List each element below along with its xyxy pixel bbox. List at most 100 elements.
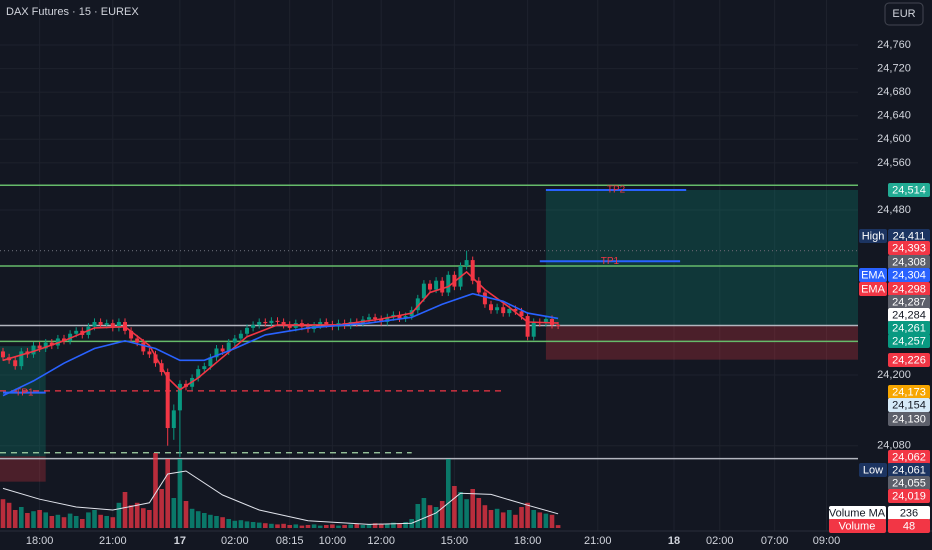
volume-bar — [525, 502, 530, 528]
volume-bar — [299, 525, 305, 528]
target-label: TP1 — [601, 256, 620, 267]
candle-body — [531, 321, 536, 337]
candle-body — [519, 311, 524, 317]
volume-bar — [189, 508, 195, 528]
candle-body — [556, 324, 561, 326]
candle-body — [68, 333, 73, 341]
candle-body — [379, 319, 384, 322]
volume-bar — [385, 523, 390, 528]
x-tick-label: 15:00 — [441, 535, 469, 547]
price-label: 24,304 — [892, 269, 926, 281]
candle-body — [525, 316, 530, 337]
volume-bar — [25, 513, 30, 528]
volume-bar — [537, 512, 543, 528]
price-tag: Low — [863, 464, 883, 476]
volume-bar — [92, 510, 97, 528]
volume-bar — [110, 517, 116, 528]
candle-body — [482, 292, 487, 305]
candle-body — [135, 338, 140, 343]
candle-body — [202, 366, 207, 370]
price-tag: High — [862, 230, 885, 242]
price-tag: EMA — [861, 283, 886, 295]
volume-bar — [134, 502, 140, 528]
candle-body — [19, 351, 24, 367]
price-tag-bg — [859, 463, 887, 477]
volume-bar — [452, 486, 457, 528]
price-label-bg — [888, 308, 930, 322]
stop-zone — [0, 456, 46, 482]
price-tag-bg — [859, 268, 887, 282]
price-label: 24,130 — [892, 413, 926, 425]
candle-body — [129, 330, 134, 339]
x-tick-label: 21:00 — [99, 535, 127, 547]
candle-body — [287, 324, 292, 328]
volume-bar — [305, 525, 311, 528]
candle-body — [62, 338, 66, 341]
volume-bar — [293, 524, 299, 528]
price-label-bg — [888, 255, 930, 269]
x-tick-label: 12:00 — [367, 535, 395, 547]
candle-body — [110, 323, 115, 328]
volume-bar — [165, 459, 170, 528]
volume-tag-bg — [829, 519, 886, 533]
volume-bar — [427, 505, 433, 528]
candle-body — [1, 351, 5, 358]
volume-bar — [519, 507, 524, 528]
volume-bar — [366, 524, 372, 528]
volume-bar — [238, 520, 244, 528]
volume-label-bg — [888, 506, 930, 520]
candle-body — [245, 327, 249, 334]
currency[interactable]: EUR — [892, 8, 915, 20]
volume-bar — [415, 504, 421, 528]
volume-bar — [37, 510, 42, 528]
candle-body — [171, 410, 176, 429]
volume-bar — [360, 525, 366, 528]
volume-bar — [122, 492, 128, 528]
volume-tag: Volume — [839, 520, 876, 532]
x-tick-label: 08:15 — [276, 535, 304, 547]
volume-bar — [372, 523, 378, 528]
candle-body — [74, 330, 79, 334]
target-label: TP2 — [607, 185, 626, 196]
volume-bar — [159, 489, 164, 528]
price-label-bg — [888, 353, 930, 367]
volume-bar — [342, 525, 347, 528]
volume-bar — [202, 513, 207, 528]
y-tick-label: 24,080 — [877, 440, 911, 452]
y-tick-label: 24,200 — [877, 369, 911, 381]
price-label-bg — [888, 450, 930, 464]
volume-bar — [494, 508, 500, 528]
candle-body — [275, 320, 280, 322]
target-label: TP1 — [15, 387, 34, 398]
currency-button[interactable] — [884, 2, 924, 26]
price-tag-bg — [859, 229, 887, 243]
x-tick-label: 18:00 — [26, 535, 54, 547]
candle-body — [373, 317, 378, 320]
volume-bar — [543, 513, 549, 528]
candle-body — [476, 280, 481, 293]
volume-bar — [391, 522, 396, 528]
y-tick-label: 24,760 — [877, 39, 911, 51]
volume-bar — [549, 514, 555, 528]
volume-bar — [98, 514, 103, 528]
indicator-line — [2, 270, 559, 391]
volume-bar — [513, 514, 518, 528]
axes: 24,760 24,720 24,680 24,640 24,600 24,560 24,4… — [26, 39, 930, 547]
price-label-bg — [888, 463, 930, 477]
x-tick-label: 09:00 — [813, 535, 841, 547]
volume-bar — [128, 505, 134, 528]
volume-bar — [171, 498, 177, 528]
volume-bar — [183, 501, 189, 528]
volume-bar — [244, 521, 250, 528]
price-label-bg — [888, 268, 930, 282]
indicator-line — [2, 470, 559, 525]
volume-bar — [220, 517, 225, 528]
candle-body — [501, 307, 506, 314]
price-label: 24,261 — [892, 322, 926, 334]
volume-bar — [531, 510, 536, 528]
volume-bar — [269, 523, 274, 528]
volume-bar — [208, 514, 213, 528]
x-tick-label: 07:00 — [761, 535, 789, 547]
price-label: 24,226 — [892, 354, 926, 366]
price-label: 24,173 — [892, 386, 926, 398]
